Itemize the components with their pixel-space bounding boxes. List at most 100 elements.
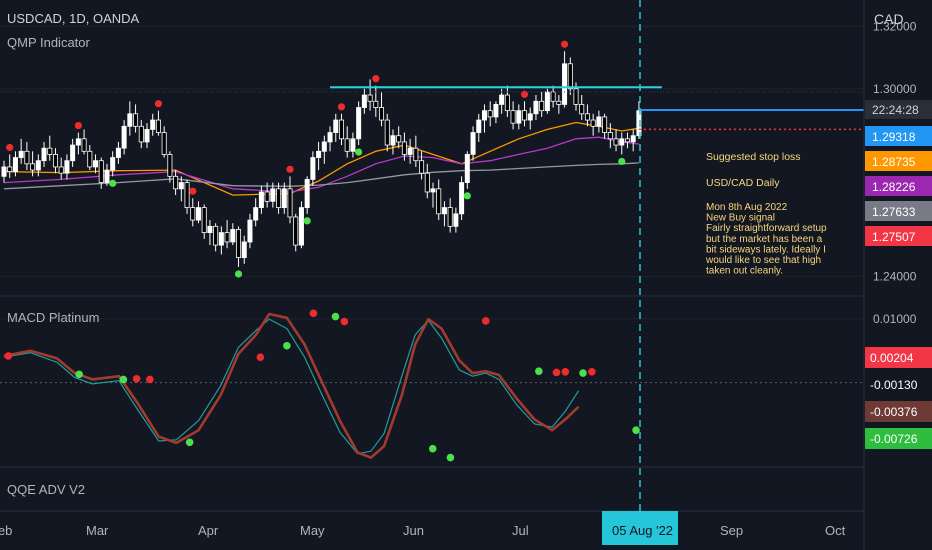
macd-badge bbox=[865, 347, 932, 368]
candle-down bbox=[367, 94, 373, 102]
time-axis-label: Feb bbox=[0, 523, 12, 538]
candle-up bbox=[12, 157, 18, 173]
candle-up bbox=[178, 182, 184, 190]
price-badge bbox=[865, 151, 932, 171]
macd-signal-line bbox=[3, 318, 580, 455]
candles[interactable] bbox=[1, 51, 642, 267]
candle-down bbox=[161, 132, 167, 155]
candle-up bbox=[298, 207, 304, 246]
candle-down bbox=[47, 147, 53, 155]
buy-signal-dot bbox=[618, 157, 626, 166]
candle-down bbox=[7, 166, 13, 173]
candle-up bbox=[230, 229, 236, 243]
candle-down bbox=[579, 104, 585, 115]
candle-down bbox=[287, 188, 293, 218]
macd-pane[interactable] bbox=[0, 309, 864, 462]
price-badge-label: 1.27633 bbox=[872, 205, 916, 219]
candle-up bbox=[218, 232, 224, 246]
candle-down bbox=[236, 229, 242, 259]
macd-buy-dot bbox=[119, 375, 128, 384]
indicator-title-qmp[interactable]: QMP Indicator bbox=[7, 35, 91, 50]
candle-up bbox=[407, 147, 413, 155]
macd-sell-dot bbox=[588, 367, 596, 376]
countdown-label: 22:24:28 bbox=[872, 103, 919, 117]
candle-up bbox=[70, 144, 76, 162]
candle-down bbox=[624, 138, 630, 143]
candle-up bbox=[562, 63, 568, 105]
candle-up bbox=[441, 207, 447, 215]
macd-axis-ticks: 0.01000 bbox=[873, 312, 917, 326]
buy-signal-dot bbox=[109, 179, 117, 187]
time-axis-label: Apr bbox=[198, 523, 219, 538]
candle-up bbox=[270, 188, 276, 202]
time-axis-label: Sep bbox=[720, 523, 743, 538]
price-badge-label: 1.28735 bbox=[872, 155, 916, 169]
note-line: bit sideways lately. Ideally I bbox=[706, 244, 826, 255]
candle-up bbox=[481, 110, 487, 121]
candle-up bbox=[121, 125, 127, 149]
indicator-title-macd[interactable]: MACD Platinum bbox=[7, 310, 99, 325]
candle-up bbox=[75, 138, 81, 146]
candle-up bbox=[544, 91, 550, 112]
candle-down bbox=[573, 88, 579, 105]
candle-down bbox=[510, 110, 516, 124]
macd-badge-label: 0.00204 bbox=[870, 351, 914, 365]
candle-down bbox=[98, 160, 104, 183]
candle-down bbox=[24, 150, 30, 165]
macd-buy-dot bbox=[283, 341, 291, 350]
candle-up bbox=[493, 104, 499, 118]
candle-up bbox=[596, 116, 602, 127]
macd-sell-dot bbox=[309, 309, 318, 318]
drawings[interactable] bbox=[0, 86, 864, 131]
note-line: New Buy signal bbox=[706, 213, 775, 224]
time-cursor-badge bbox=[602, 511, 678, 545]
macd-badge-label: -0.00726 bbox=[870, 432, 918, 446]
candle-up bbox=[321, 141, 327, 152]
candle-up bbox=[499, 94, 505, 105]
macd-badge bbox=[865, 428, 932, 449]
macd-sell-dot bbox=[132, 374, 141, 383]
candle-down bbox=[30, 163, 36, 171]
symbol-title[interactable]: USDCAD, 1D, OANDA bbox=[7, 11, 140, 26]
candle-down bbox=[556, 100, 562, 105]
price-badge bbox=[865, 201, 932, 221]
time-axis-label: Mar bbox=[86, 523, 109, 538]
qmp-signals bbox=[6, 40, 626, 278]
candle-up bbox=[516, 110, 522, 124]
candle-down bbox=[384, 119, 390, 146]
candle-down bbox=[447, 207, 453, 227]
candle-down bbox=[213, 225, 219, 246]
price-axis-ticks: 1.32000 1.30000 1.24000 bbox=[873, 19, 917, 283]
candle-up bbox=[64, 160, 70, 174]
candle-down bbox=[338, 119, 344, 140]
candle-up bbox=[464, 154, 470, 183]
indicator-title-qqe[interactable]: QQE ADV V2 bbox=[7, 482, 85, 497]
macd-buy-dot bbox=[535, 367, 543, 375]
candle-up bbox=[470, 132, 476, 155]
candle-down bbox=[276, 188, 282, 208]
candle-up bbox=[247, 219, 253, 243]
stop-loss-label[interactable]: Suggested stop loss bbox=[706, 151, 801, 163]
candle-down bbox=[379, 107, 385, 121]
candle-down bbox=[293, 216, 299, 246]
candle-down bbox=[52, 154, 58, 168]
note-title[interactable]: USD/CAD Daily bbox=[706, 177, 780, 189]
candle-up bbox=[110, 157, 116, 171]
macd-sell-dot bbox=[552, 368, 561, 377]
candle-up bbox=[195, 207, 201, 221]
candle-down bbox=[550, 91, 556, 102]
candle-down bbox=[133, 113, 139, 127]
candle-up bbox=[390, 135, 396, 146]
candle-up bbox=[93, 160, 99, 168]
candle-up bbox=[144, 129, 150, 143]
time-axis-label: Jun bbox=[403, 523, 424, 538]
note-line: Mon 8th Aug 2022 bbox=[706, 202, 788, 213]
candle-up bbox=[361, 94, 367, 108]
candle-up bbox=[310, 157, 316, 180]
candle-down bbox=[504, 94, 510, 112]
time-axis-labels[interactable]: Feb Mar Apr May Jun Jul Sep Oct 05 Aug '22 bbox=[0, 511, 846, 545]
time-axis-label: Oct bbox=[825, 523, 846, 538]
candle-up bbox=[430, 188, 436, 193]
